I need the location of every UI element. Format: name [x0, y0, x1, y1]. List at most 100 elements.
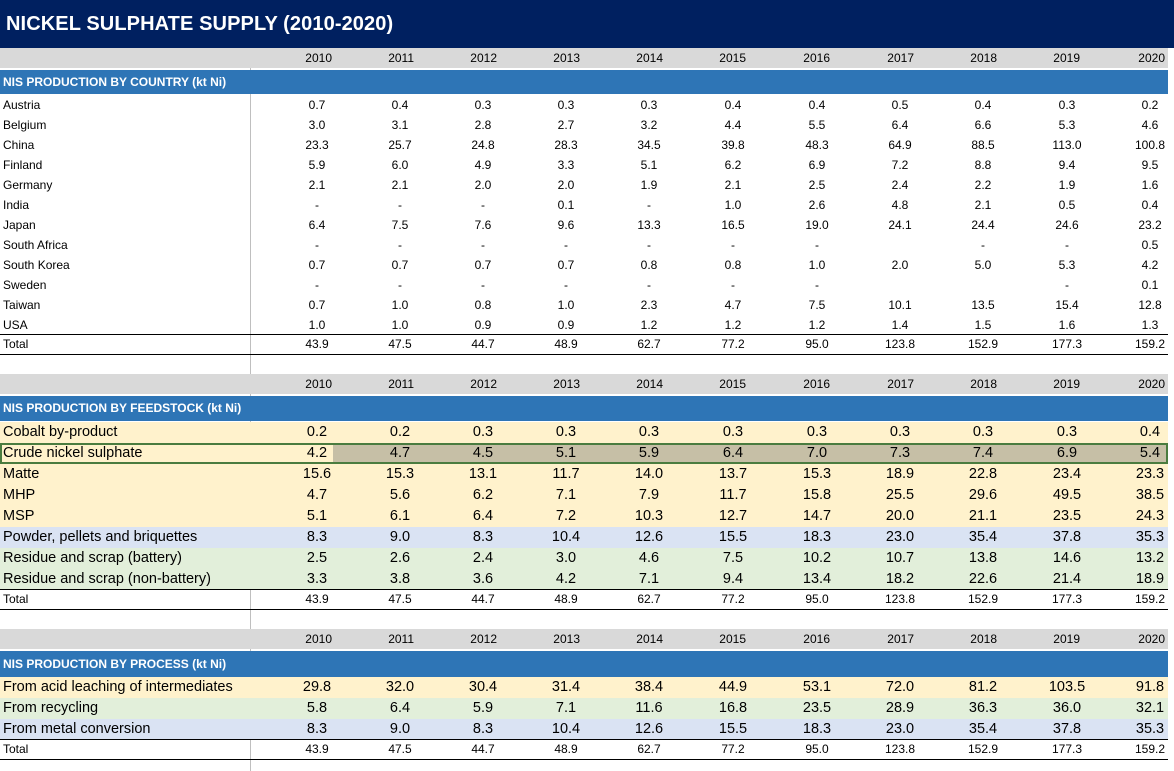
value-cell: 0.3 — [806, 424, 828, 440]
value-cell: 0.7 — [391, 258, 409, 272]
total-label: Total — [3, 592, 29, 606]
table-row[interactable]: MSP 5.1 6.1 6.4 7.2 10.3 12.7 14.7 20.0 21.1 23.5 2… — [0, 506, 1168, 527]
total-value-cell: 159.2 — [1134, 592, 1166, 606]
table-row[interactable]: India - - - 0.1 - 1.0 2.6 4.8 2.1 0.5 0.4 — [0, 195, 1168, 215]
total-value-cell: 123.8 — [884, 742, 916, 756]
value-cell: - — [398, 238, 402, 252]
total-value-cell: 77.2 — [721, 742, 745, 756]
value-cell: 91.8 — [1135, 679, 1165, 695]
table-row[interactable]: South Africa - - - - - - - - - 0.5 — [0, 235, 1168, 255]
value-cell: 0.8 — [474, 298, 492, 312]
value-cell: 1.2 — [640, 318, 658, 332]
table-row[interactable]: Residue and scrap (non-battery) 3.3 3.8 3.6… — [0, 569, 1168, 590]
value-cell: 7.2 — [555, 508, 577, 524]
value-cell: 20.0 — [885, 508, 915, 524]
total-row[interactable]: Total 43.9 47.5 44.7 48.9 62.7 77.2 95.0 123.8 15… — [0, 589, 1168, 610]
value-cell: 0.1 — [1141, 278, 1159, 292]
table-row[interactable]: Austria 0.7 0.4 0.3 0.3 0.3 0.4 0.4 0.5 0.4 0.3 0.2 — [0, 95, 1168, 115]
year-header-row: 2010 2011 2012 2013 2014 2015 2016 2017 2018 2019… — [0, 374, 1168, 394]
value-cell: - — [647, 278, 651, 292]
value-cell: 29.8 — [302, 679, 332, 695]
value-cell: - — [1065, 238, 1069, 252]
value-cell: 35.3 — [1135, 529, 1165, 545]
table-row[interactable]: From acid leaching of intermediates 29.8 3… — [0, 677, 1168, 698]
value-cell: 3.0 — [555, 550, 577, 566]
value-cell: 9.6 — [557, 218, 575, 232]
table-row[interactable]: Matte 15.6 15.3 13.1 11.7 14.0 13.7 15.3 18.9 22.… — [0, 464, 1168, 485]
section-header: NIS PRODUCTION BY FEEDSTOCK (kt Ni) — [0, 396, 1168, 421]
table-row[interactable]: Residue and scrap (battery) 2.5 2.6 2.4 3.0 4… — [0, 548, 1168, 569]
table-row-selected[interactable]: Crude nickel sulphate 4.2 4.7 4.5 5.1 5.9 6.4 7… — [0, 443, 1168, 464]
value-cell: 2.0 — [557, 178, 575, 192]
total-value-cell: 62.7 — [637, 337, 661, 351]
table-row[interactable]: From recycling 5.8 6.4 5.9 7.1 11.6 16.8 23.5 28… — [0, 698, 1168, 719]
total-value-cell: 62.7 — [637, 742, 661, 756]
value-cell: 0.9 — [557, 318, 575, 332]
value-cell: 10.4 — [551, 529, 581, 545]
value-cell: 18.9 — [885, 466, 915, 482]
table-row[interactable]: From metal conversion 8.3 9.0 8.3 10.4 12.6 15… — [0, 719, 1168, 740]
section-title: NIS PRODUCTION BY FEEDSTOCK (kt Ni) — [3, 401, 242, 415]
value-cell: - — [315, 238, 319, 252]
table-row[interactable]: China 23.3 25.7 24.8 28.3 34.5 39.8 48.3 64.9 88.… — [0, 135, 1168, 155]
total-value-cell: 159.2 — [1134, 337, 1166, 351]
value-cell: 0.4 — [391, 98, 409, 112]
table-row[interactable]: Germany 2.1 2.1 2.0 2.0 1.9 2.1 2.5 2.4 2.2 1.9 1.6 — [0, 175, 1168, 195]
value-cell: 1.9 — [640, 178, 658, 192]
table-row[interactable]: Powder, pellets and briquettes 8.3 9.0 8.3 1… — [0, 527, 1168, 548]
value-cell: 12.6 — [634, 721, 664, 737]
total-row[interactable]: Total 43.9 47.5 44.7 48.9 62.7 77.2 95.0 123.8 15… — [0, 739, 1168, 760]
value-cell: 38.5 — [1135, 487, 1165, 503]
value-cell: - — [481, 198, 485, 212]
table-row[interactable]: South Korea 0.7 0.7 0.7 0.7 0.8 0.8 1.0 2.0 5.0 5.… — [0, 255, 1168, 275]
total-value-cell: 77.2 — [721, 337, 745, 351]
value-cell: 88.5 — [971, 138, 995, 152]
value-cell: 36.3 — [968, 700, 998, 716]
table-row[interactable]: Belgium 3.0 3.1 2.8 2.7 3.2 4.4 5.5 6.4 6.6 5.3 4.6 — [0, 115, 1168, 135]
value-cell: 5.0 — [974, 258, 992, 272]
value-cell: 14.7 — [802, 508, 832, 524]
row-label: MSP — [3, 508, 35, 524]
value-cell: 1.2 — [808, 318, 826, 332]
value-cell: - — [731, 278, 735, 292]
value-cell: 9.4 — [1058, 158, 1076, 172]
section-header: NIS PRODUCTION BY PROCESS (kt Ni) — [0, 651, 1168, 677]
table-row[interactable]: MHP 4.7 5.6 6.2 7.1 7.9 11.7 15.8 25.5 29.6 49.5 38… — [0, 485, 1168, 506]
year-header-cell: 2017 — [887, 51, 914, 65]
value-cell: 5.6 — [389, 487, 411, 503]
value-cell: - — [564, 238, 568, 252]
table-row[interactable]: Cobalt by-product 0.2 0.2 0.3 0.3 0.3 0.3 0.3 0.… — [0, 422, 1168, 443]
table-row[interactable]: Taiwan 0.7 1.0 0.8 1.0 2.3 4.7 7.5 10.1 13.5 15.4 1… — [0, 295, 1168, 315]
table-row[interactable]: USA 1.0 1.0 0.9 0.9 1.2 1.2 1.2 1.4 1.5 1.6 1.3 — [0, 315, 1168, 335]
table-row[interactable]: Japan 6.4 7.5 7.6 9.6 13.3 16.5 19.0 24.1 24.4 24.… — [0, 215, 1168, 235]
section-title: NIS PRODUCTION BY PROCESS (kt Ni) — [3, 657, 227, 671]
total-value-cell: 43.9 — [305, 592, 329, 606]
value-cell: 0.2 — [306, 424, 328, 440]
value-cell: 5.4 — [1139, 445, 1161, 461]
value-cell: 3.2 — [640, 118, 658, 132]
value-cell: 0.9 — [474, 318, 492, 332]
table-row[interactable]: Sweden - - - - - - - - 0.1 — [0, 275, 1168, 295]
value-cell: 4.6 — [638, 550, 660, 566]
value-cell: 6.2 — [472, 487, 494, 503]
value-cell: - — [815, 278, 819, 292]
value-cell: 13.2 — [1135, 550, 1165, 566]
value-cell: - — [481, 238, 485, 252]
total-value-cell: 95.0 — [805, 742, 829, 756]
value-cell: 1.6 — [1141, 178, 1159, 192]
total-row[interactable]: Total 43.9 47.5 44.7 48.9 62.7 77.2 95.0 123.8 15… — [0, 334, 1168, 355]
value-cell: 7.1 — [555, 487, 577, 503]
value-cell: 5.1 — [640, 158, 658, 172]
total-value-cell: 159.2 — [1134, 742, 1166, 756]
value-cell: 0.3 — [474, 98, 492, 112]
value-cell: 0.1 — [557, 198, 575, 212]
value-cell: 7.3 — [889, 445, 911, 461]
table-row[interactable]: Finland 5.9 6.0 4.9 3.3 5.1 6.2 6.9 7.2 8.8 9.4 9.5 — [0, 155, 1168, 175]
value-cell: 7.5 — [808, 298, 826, 312]
value-cell: 23.3 — [305, 138, 329, 152]
year-header-cell: 2018 — [970, 51, 997, 65]
value-cell: - — [564, 278, 568, 292]
total-label: Total — [3, 742, 29, 756]
value-cell: 44.9 — [718, 679, 748, 695]
value-cell: 1.0 — [557, 298, 575, 312]
